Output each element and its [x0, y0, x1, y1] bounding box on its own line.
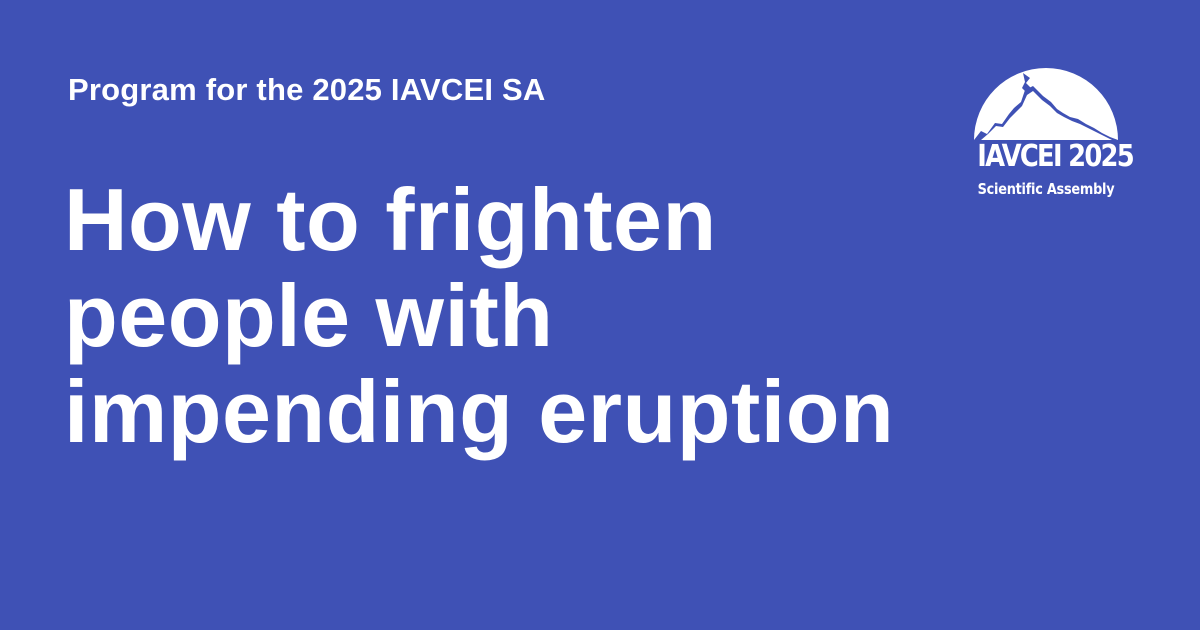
logo-title: IAVCEI 2025: [977, 139, 1135, 174]
volcano-mountain-icon: [974, 68, 1118, 142]
title-line-3: impending eruption: [64, 362, 895, 461]
program-label: Program for the 2025 IAVCEI SA: [68, 72, 546, 107]
title-line-2: people with: [64, 266, 554, 365]
iavcei-logo: IAVCEI 2025 Scientific Assembly: [966, 58, 1135, 208]
logo-subtitle: Scientific Assembly: [977, 180, 1115, 198]
talk-title: How to frighten people with impending er…: [64, 172, 924, 460]
title-line-1: How to frighten: [64, 170, 717, 269]
